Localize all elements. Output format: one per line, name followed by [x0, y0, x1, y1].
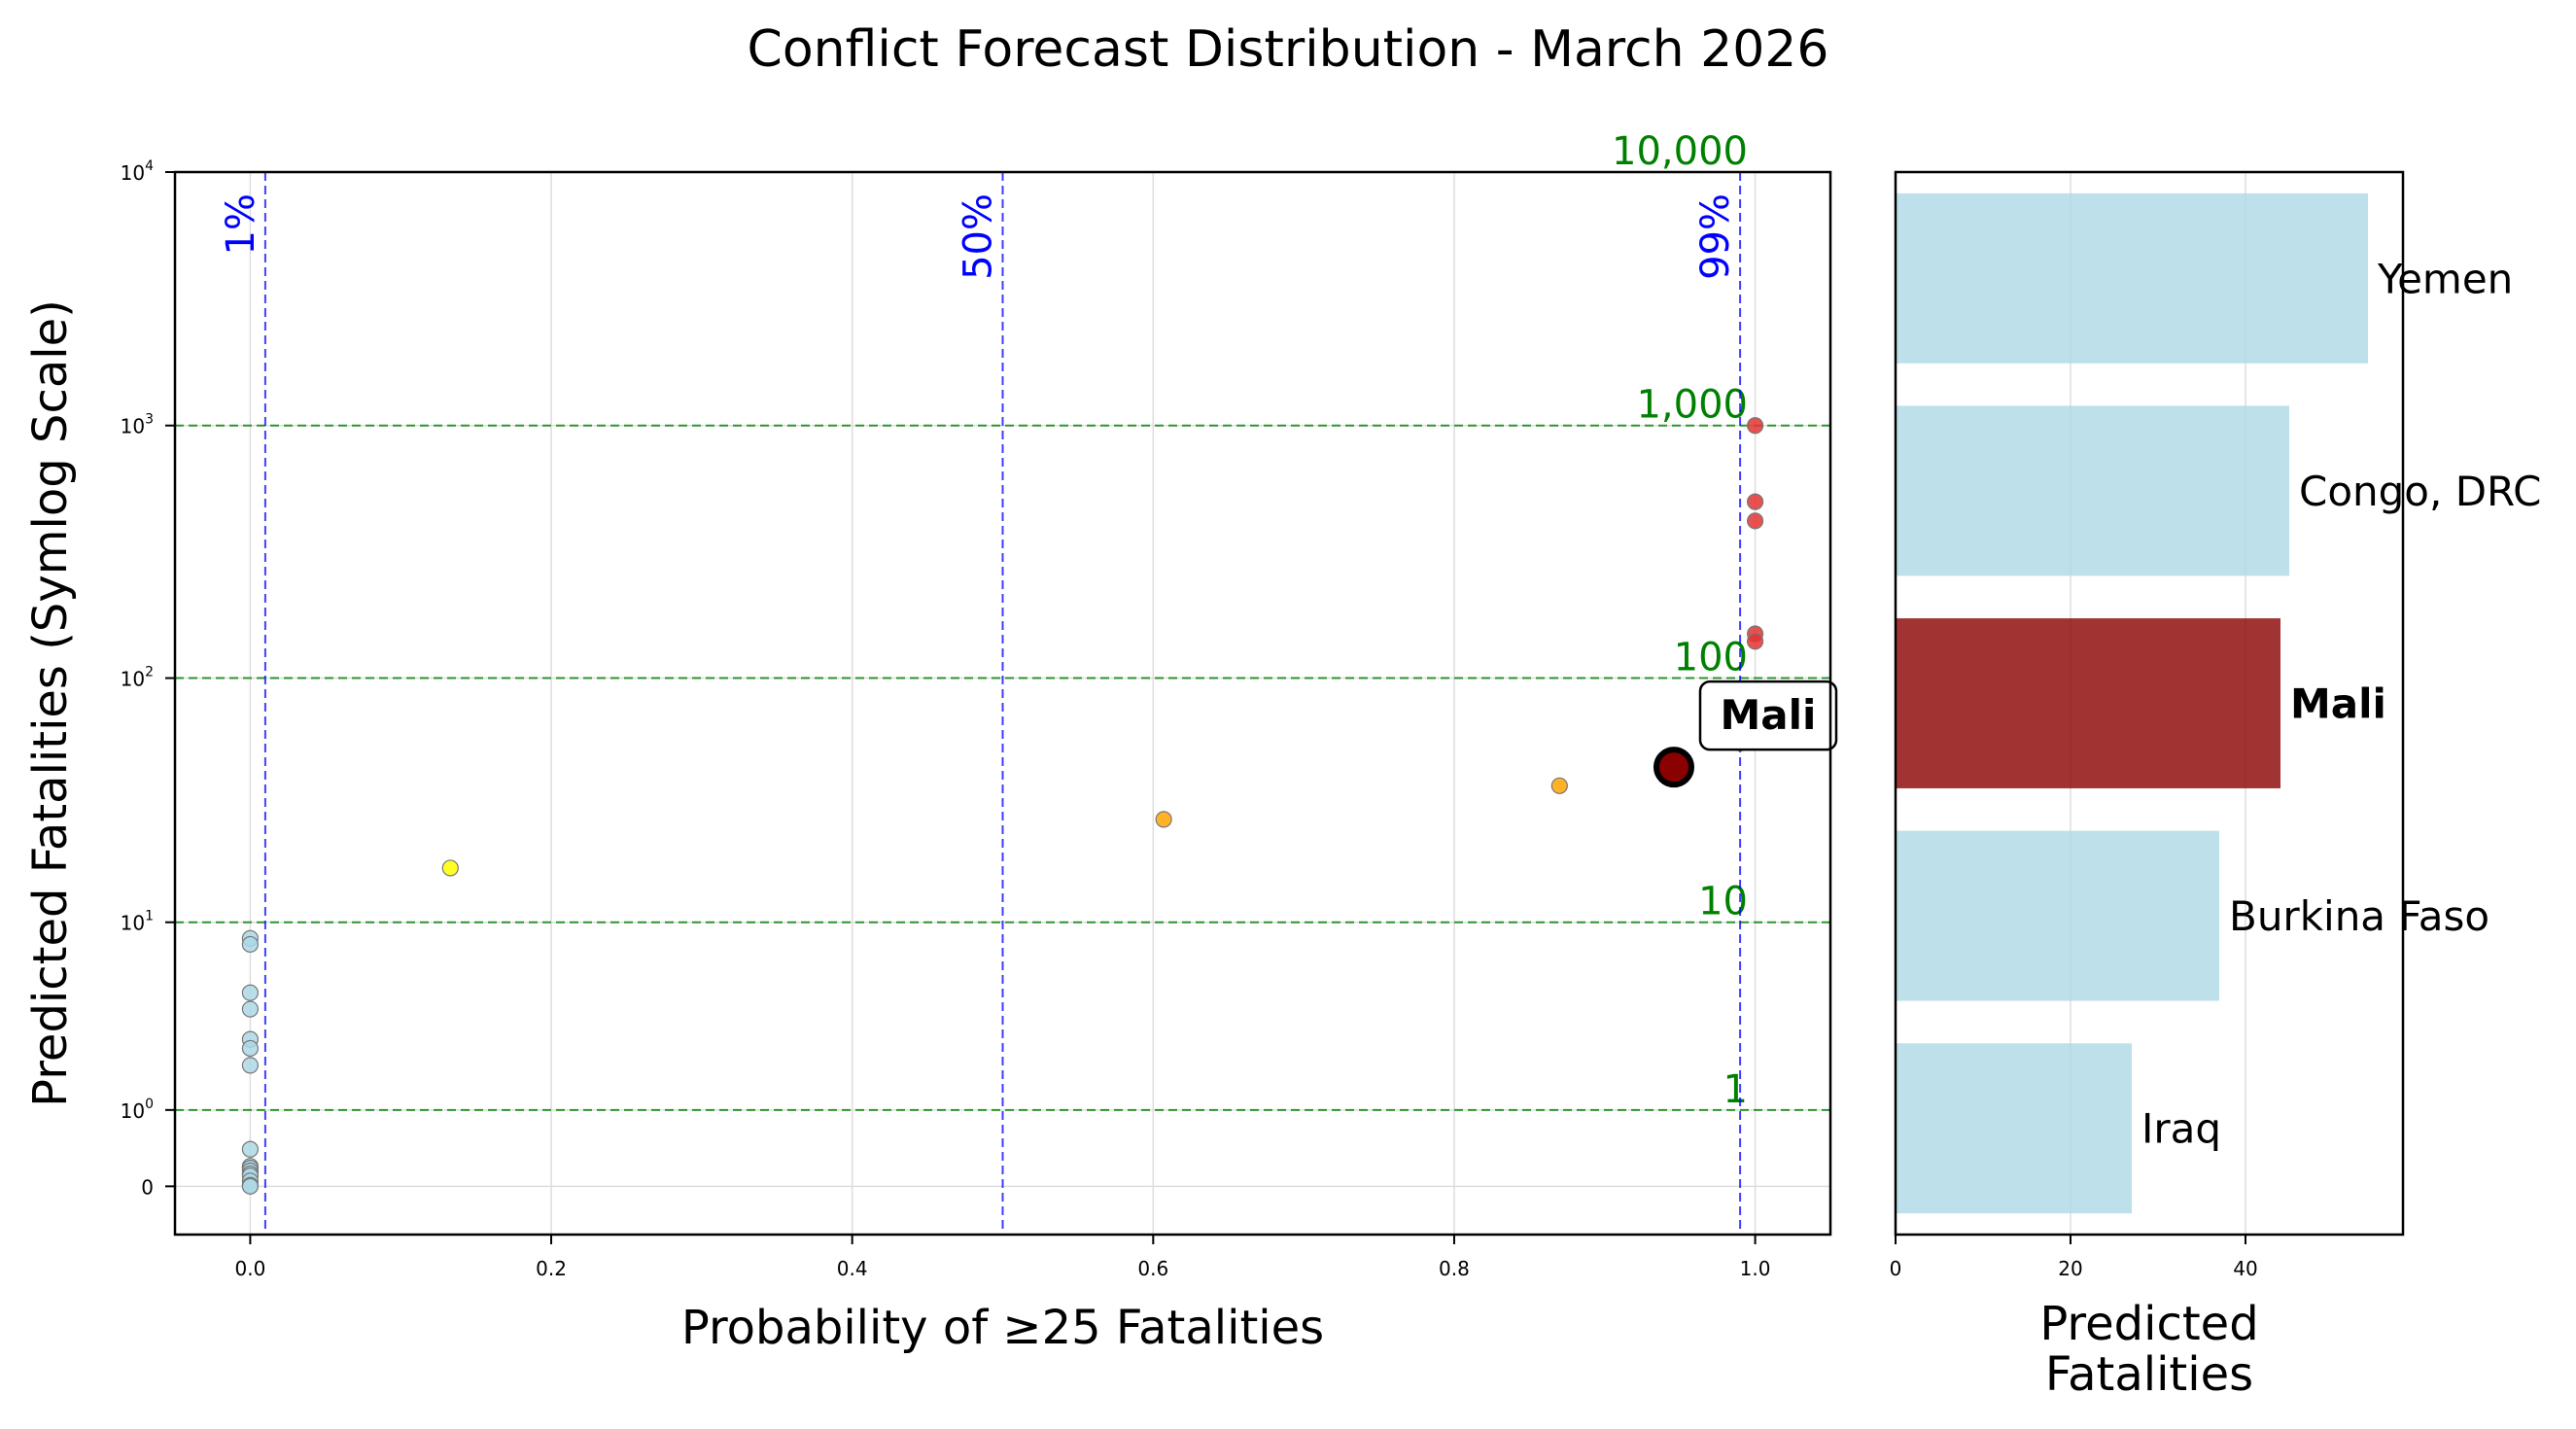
bar-label-mali: Mali — [2290, 680, 2386, 728]
highlight-group: Mali — [1653, 680, 1838, 788]
highlight-point — [1653, 747, 1694, 788]
bar-mali — [1896, 618, 2280, 788]
bar-x-tick-label-20: 20 — [2058, 1257, 2082, 1280]
bar-iraq — [1896, 1043, 2132, 1214]
x-tick-label-0-4: 0.4 — [837, 1257, 868, 1280]
y-tick-exponent: 1 — [145, 909, 154, 924]
bar-x-tick-label-40: 40 — [2233, 1257, 2257, 1280]
y-tick-label-10000: 104 — [121, 158, 154, 185]
highlight-callout-label: Mali — [1721, 691, 1817, 739]
probability-line-label-1: 1% — [219, 193, 263, 255]
scatter-point-6 — [241, 1057, 260, 1074]
bar-yemen — [1896, 192, 2368, 364]
scatter-point-3 — [241, 1000, 260, 1018]
scatter-frame — [173, 170, 1832, 1237]
scatter-point-20 — [1746, 417, 1764, 435]
scatter-y-axis-label: Predicted Fatalities (Symlog Scale) — [23, 299, 78, 1107]
y-tick-exponent: 0 — [145, 1097, 154, 1112]
scatter-point-5 — [241, 1039, 260, 1058]
highlight-callout-box — [1698, 680, 1838, 751]
figure-title: Conflict Forecast Distribution - March 2… — [748, 20, 1829, 79]
scatter-point-2 — [241, 984, 260, 1001]
y-tick-label-100: 102 — [121, 665, 154, 691]
bar-category-labels: Yemen Congo, DRC Mali Burkina Faso Iraq — [2141, 255, 2541, 1152]
x-tick-label-1-0: 1.0 — [1740, 1257, 1771, 1280]
fatality-line-label-1: 1 — [1723, 1067, 1748, 1112]
bar-x-axis-label: Predicted Fatalities — [2039, 1297, 2258, 1402]
bar-x-tick-label-0: 0 — [1890, 1257, 1902, 1280]
probability-reference-lines: 1% 50% 99% — [219, 172, 1742, 1235]
y-tick-label-1000: 103 — [121, 412, 154, 438]
fatality-line-label-1-000: 1,000 — [1636, 383, 1748, 428]
x-tick-label-0-2: 0.2 — [536, 1257, 567, 1280]
x-tick-label-0-8: 0.8 — [1439, 1257, 1470, 1280]
bar-label-iraq: Iraq — [2141, 1105, 2221, 1153]
y-tick-label-10: 101 — [121, 909, 154, 935]
y-tick-label-1: 100 — [121, 1097, 154, 1123]
bar-ticks: 0 20 40 — [1890, 1235, 2258, 1280]
scatter-x-axis-label: Probability of ≥25 Fatalities — [681, 1301, 1324, 1355]
y-tick-exponent: 2 — [145, 665, 154, 680]
bar-frame — [1894, 170, 2405, 1237]
y-tick-label-0: 0 — [141, 1175, 154, 1199]
scatter-point-18 — [1550, 777, 1568, 794]
probability-line-label-99: 99% — [1693, 193, 1738, 280]
probability-line-label-50: 50% — [957, 193, 1001, 280]
x-tick-label-0-6: 0.6 — [1137, 1257, 1168, 1280]
scatter-point-1 — [241, 935, 260, 954]
scatter-points — [241, 417, 1764, 1195]
scatter-point-17 — [1155, 811, 1172, 828]
x-tick-label-0-0: 0.0 — [235, 1257, 266, 1280]
bar-congo-drc — [1896, 405, 2289, 576]
bar-label-congo-drc: Congo, DRC — [2299, 468, 2541, 515]
bar-panel: Yemen Congo, DRC Mali Burkina Faso Iraq 0 20 4… — [1890, 170, 2541, 1402]
fatality-line-label-100: 100 — [1674, 636, 1748, 680]
scatter-point-21 — [1746, 493, 1764, 510]
bar-label-burkina-faso: Burkina Faso — [2229, 892, 2489, 940]
y-tick-exponent: 3 — [145, 412, 154, 428]
bar-label-yemen: Yemen — [2377, 255, 2513, 302]
bar-bars — [1896, 192, 2368, 1214]
y-tick-exponent: 4 — [145, 158, 154, 174]
bar-burkina-faso — [1896, 830, 2219, 1001]
fatality-line-label-10-000: 10,000 — [1612, 129, 1748, 174]
bar-x-axis-label-line: Fatalities — [2045, 1347, 2253, 1402]
scatter-point-15 — [241, 1177, 260, 1195]
scatter-point-7 — [241, 1140, 260, 1158]
bar-x-axis-label-line: Predicted — [2039, 1297, 2258, 1351]
scatter-point-16 — [441, 859, 459, 877]
scatter-point-24 — [1746, 633, 1764, 650]
scatter-point-22 — [1746, 512, 1764, 530]
